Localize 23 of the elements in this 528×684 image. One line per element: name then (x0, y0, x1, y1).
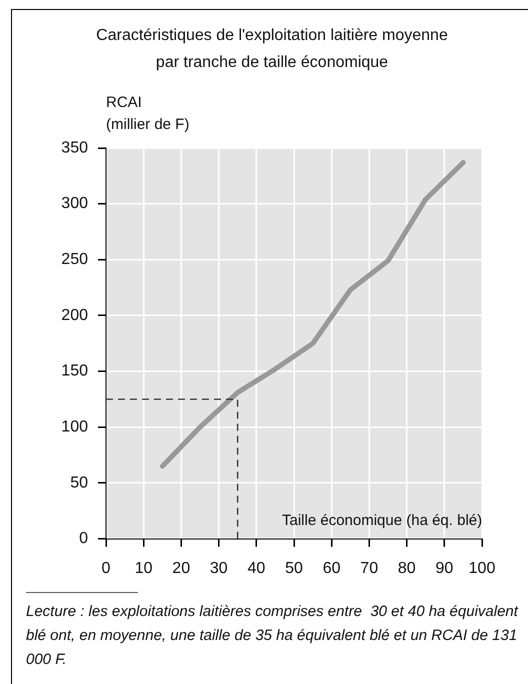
x-tick-label: 0 (102, 560, 111, 577)
x-tick-label: 90 (436, 560, 454, 577)
y-tick-label: 350 (61, 139, 88, 156)
y-tick-label: 150 (61, 362, 88, 380)
y-tick-label: 250 (61, 251, 88, 268)
x-tick-label: 10 (134, 560, 153, 577)
y-tick-label: 0 (79, 530, 88, 548)
x-tick-label: 100 (468, 560, 496, 577)
text: Lecture : les exploitations laitières comprises entre 30 et 40 ha équivalent blé ont, en moyenne, une taille de 35 ha équivalent blé et un RCAI de 131 000 F. (26, 602, 520, 670)
y-axis-title: RCAI (millier de F) (106, 93, 190, 135)
y-tick-label: 200 (61, 306, 88, 324)
x-tick-label: 40 (248, 560, 266, 577)
y-tick-label: 100 (61, 418, 88, 436)
x-tick-label: 50 (285, 560, 303, 577)
x-tick-label: 20 (172, 560, 190, 577)
x-tick-label: 70 (360, 560, 378, 577)
y-tick-label: 300 (61, 195, 88, 212)
x-tick-label: 30 (210, 560, 228, 577)
x-tick-label: 80 (398, 560, 416, 577)
chart-title: Caractéristiques de l'exploitation laitière moyenne par tranche de taille économique (95, 26, 449, 73)
x-tick-label: 60 (322, 560, 341, 577)
x-axis-title: Taille économique (ha éq. blé) (282, 512, 482, 529)
y-tick-label: 50 (70, 474, 88, 492)
